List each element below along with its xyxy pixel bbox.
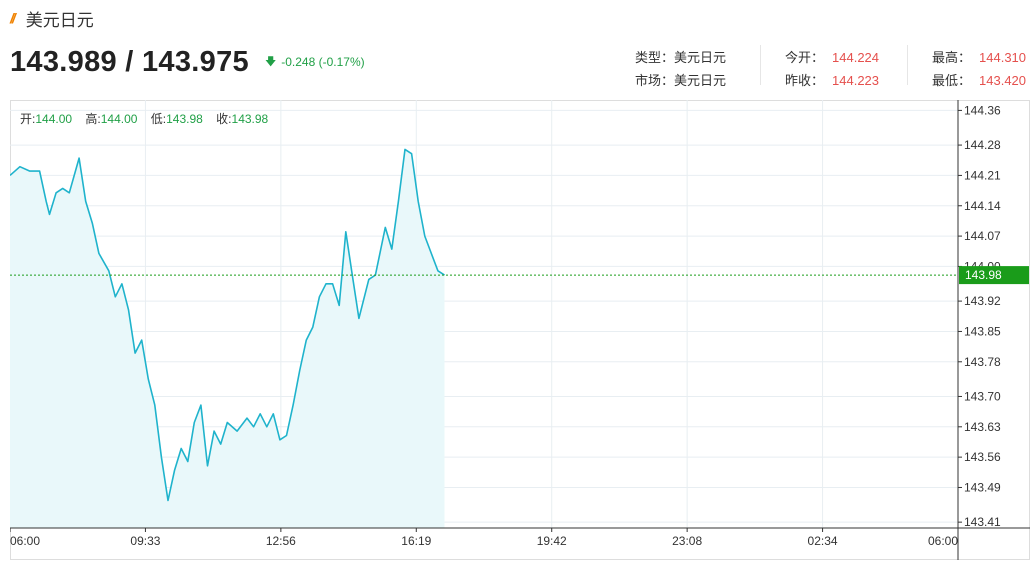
- stat-prev-close: 昨收： 144.223: [785, 70, 879, 89]
- y-tick-label: 143.41: [964, 515, 1001, 529]
- current-price-label: 143.98: [965, 268, 1002, 282]
- stats-divider: [760, 45, 761, 85]
- ohlc-close-label: 收:: [216, 112, 232, 126]
- price-row: 143.989 / 143.975 🡇 -0.248 (-0.17%): [10, 42, 365, 82]
- y-tick-label: 143.78: [964, 355, 1001, 369]
- title-bar: // 美元日元: [10, 6, 94, 30]
- y-tick-label: 143.85: [964, 324, 1001, 338]
- y-tick-label: 144.28: [964, 138, 1001, 152]
- price-series-line: [10, 148, 445, 502]
- ohlc-open-label: 开:: [20, 112, 36, 126]
- stat-open-label: 今开：: [785, 50, 825, 65]
- stat-market-value: 美元日元: [674, 73, 727, 88]
- y-tick-label: 144.07: [964, 229, 1001, 243]
- stat-low-label: 最低：: [932, 73, 972, 88]
- stat-type-label: 类型：: [635, 50, 675, 65]
- y-tick-label: 144.36: [964, 103, 1001, 117]
- y-tick-label: 143.49: [964, 480, 1001, 494]
- price-area-fill: [10, 149, 445, 528]
- y-tick-label: 143.70: [964, 389, 1001, 403]
- bid-ask-price: 143.989 / 143.975: [10, 45, 249, 78]
- y-tick-label: 144.21: [964, 168, 1001, 182]
- x-tick-label: 16:19: [401, 534, 431, 548]
- price-change: 🡇 -0.248 (-0.17%): [265, 53, 365, 72]
- x-tick-label: 09:33: [130, 534, 160, 548]
- stat-market: 市场：美元日元: [635, 70, 726, 89]
- ohlc-high-value: 144.00: [100, 112, 138, 126]
- y-tick-label: 144.14: [964, 199, 1001, 213]
- stat-low: 最低： 143.420: [932, 70, 1026, 89]
- stats-divider: [907, 45, 908, 85]
- x-tick-label: 06:00: [928, 534, 958, 548]
- y-tick-label: 143.63: [964, 420, 1001, 434]
- stat-open: 今开： 144.224: [785, 47, 879, 66]
- brand-slash-icon: //: [10, 10, 16, 26]
- y-tick-label: 143.92: [964, 294, 1001, 308]
- stat-high-label: 最高：: [932, 50, 972, 65]
- stat-open-value: 144.224: [832, 50, 880, 65]
- stats-panel: 类型：美元日元 市场：美元日元 今开： 144.224 昨收： 144.223 最高…: [0, 45, 1032, 89]
- x-tick-label: 02:34: [808, 534, 838, 548]
- ohlc-high-label: 高:: [85, 112, 101, 126]
- stat-prev-close-label: 昨收：: [785, 73, 825, 88]
- current-price-badge: [959, 266, 1029, 285]
- x-tick-label: 19:42: [537, 534, 567, 548]
- ohlc-legend: 开:144.00 高:144.00 低:143.98 收:143.98: [20, 110, 278, 127]
- y-tick-label: 143.56: [964, 450, 1001, 464]
- ohlc-open-value: 144.00: [35, 112, 73, 126]
- intraday-chart[interactable]: 144.36 144.28 144.21 144.14 144.07 144.00 143.…: [10, 100, 1030, 560]
- page-title: 美元日元: [25, 10, 94, 30]
- stat-low-value: 143.420: [979, 73, 1027, 88]
- arrow-down-icon: 🡇: [264, 55, 277, 68]
- x-tick-label: 23:08: [672, 534, 702, 548]
- price-change-value: -0.248 (-0.17%): [281, 55, 365, 69]
- stat-prev-close-value: 144.223: [832, 73, 880, 88]
- stat-type: 类型：美元日元: [635, 47, 726, 66]
- stat-type-value: 美元日元: [674, 50, 727, 65]
- ohlc-low-value: 143.98: [166, 112, 203, 126]
- x-tick-label: 06:00: [10, 534, 40, 548]
- ohlc-close-value: 143.98: [231, 112, 269, 126]
- stat-high-value: 144.310: [979, 50, 1027, 65]
- x-tick-label: 12:56: [266, 534, 296, 548]
- stat-market-label: 市场：: [635, 73, 675, 88]
- ohlc-low-label: 低:: [150, 112, 167, 126]
- stat-high: 最高： 144.310: [932, 47, 1026, 66]
